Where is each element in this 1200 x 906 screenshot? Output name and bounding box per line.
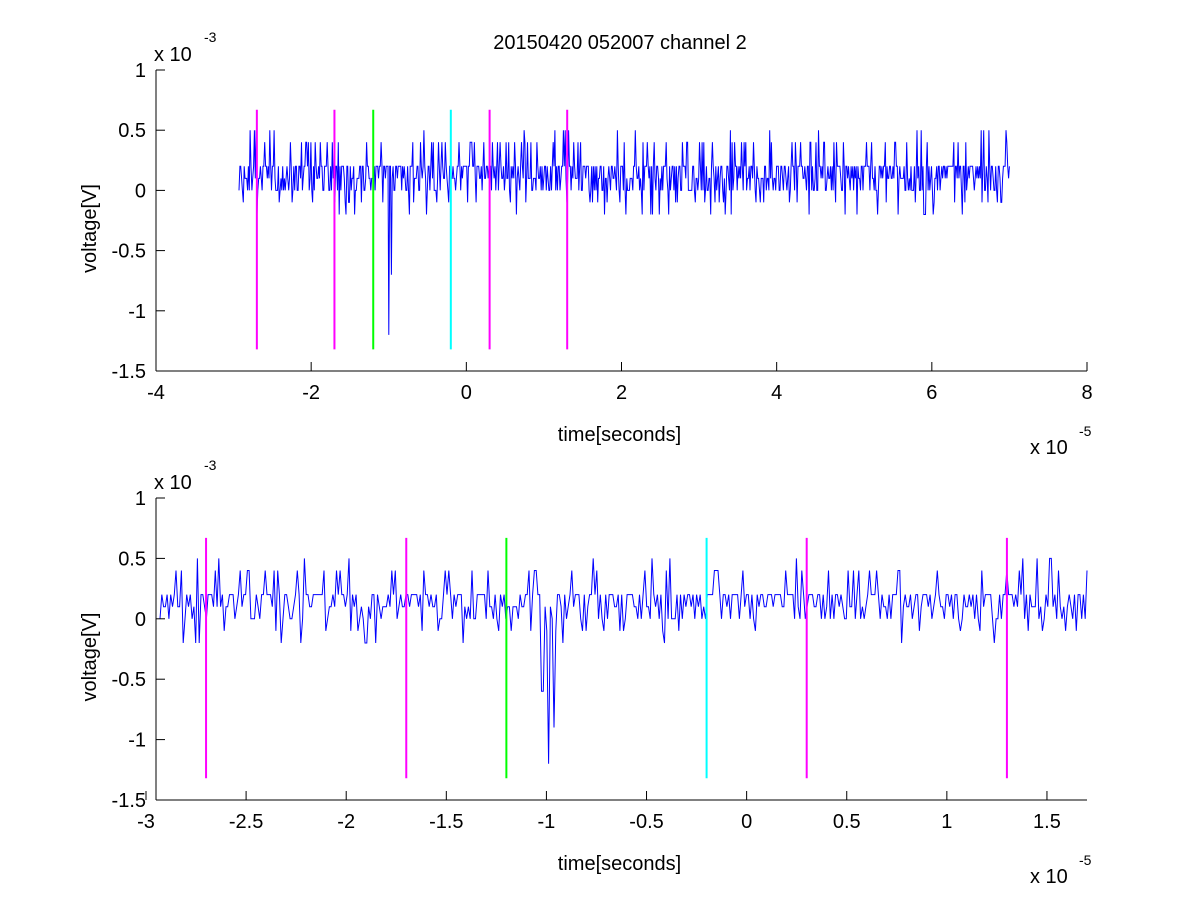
bottom-x-multiplier: x 10 (1030, 866, 1068, 888)
top-y-axis-label: voltage[V] (79, 184, 101, 273)
bottom-y-tick-label: -1 (128, 730, 146, 752)
top-y-tick-label: -0.5 (112, 241, 146, 263)
top-x-tick-label: 8 (1081, 382, 1092, 404)
bottom-y-tick-label: 0 (135, 609, 146, 631)
top-x-axis-label: time[seconds] (558, 424, 681, 446)
bottom-y-tick-label: 0.5 (118, 548, 146, 570)
top-signal-line (238, 130, 1010, 335)
top-x-tick-label: -2 (302, 382, 320, 404)
top-y-tick-label: 1 (135, 60, 146, 82)
bottom-x-tick-label: 1 (941, 811, 952, 833)
top-x-multiplier: x 10 (1030, 437, 1068, 459)
bottom-y-multiplier-exponent: -3 (204, 457, 217, 473)
bottom-x-multiplier-exponent: -5 (1079, 852, 1092, 868)
bottom-x-tick-label: 0 (741, 811, 752, 833)
bottom-x-tick-label: -1.5 (429, 811, 463, 833)
bottom-y-tick-label: -0.5 (112, 669, 146, 691)
figure-title: 20150420 052007 channel 2 (493, 32, 747, 54)
top-y-multiplier: x 10 (154, 44, 192, 66)
top-x-tick-label: 0 (461, 382, 472, 404)
bottom-x-tick-label: 1.5 (1033, 811, 1061, 833)
bottom-x-tick-label: -2 (337, 811, 355, 833)
top-y-tick-label: 0.5 (118, 120, 146, 142)
top-x-tick-label: 2 (616, 382, 627, 404)
bottom-x-tick-label: 0.5 (833, 811, 861, 833)
bottom-x-tick-label: -1 (538, 811, 556, 833)
bottom-y-tick-label: 1 (135, 488, 146, 510)
top-y-tick-label: -1.5 (112, 361, 146, 383)
bottom-y-axis-label: voltage[V] (79, 613, 101, 702)
top-x-multiplier-exponent: -5 (1079, 423, 1092, 439)
top-y-multiplier-exponent: -3 (204, 29, 217, 45)
bottom-axes: -3 -2.5 -2 -1.5 -1 -0.5 0 0.5 1 1.5 -1.5 -1 -0.5 0 0.5… (79, 457, 1092, 888)
bottom-signal-line (159, 557, 1088, 764)
top-axes: -4 -2 0 2 4 6 8 -1.5 -1 -0.5 0 0.5 1 time[seconds] vol… (79, 29, 1093, 459)
bottom-x-tick-label: -3 (137, 811, 155, 833)
bottom-y-multiplier: x 10 (154, 472, 192, 494)
bottom-x-axis-label: time[seconds] (558, 853, 681, 875)
bottom-x-tick-label: -2.5 (229, 811, 263, 833)
top-x-tick-label: 4 (771, 382, 782, 404)
bottom-y-tick-label: -1.5 (112, 790, 146, 812)
top-x-tick-label: 6 (926, 382, 937, 404)
top-y-tick-label: 0 (135, 180, 146, 202)
top-x-tick-label: -4 (147, 382, 165, 404)
bottom-x-tick-label: -0.5 (629, 811, 663, 833)
top-y-tick-label: -1 (128, 301, 146, 323)
